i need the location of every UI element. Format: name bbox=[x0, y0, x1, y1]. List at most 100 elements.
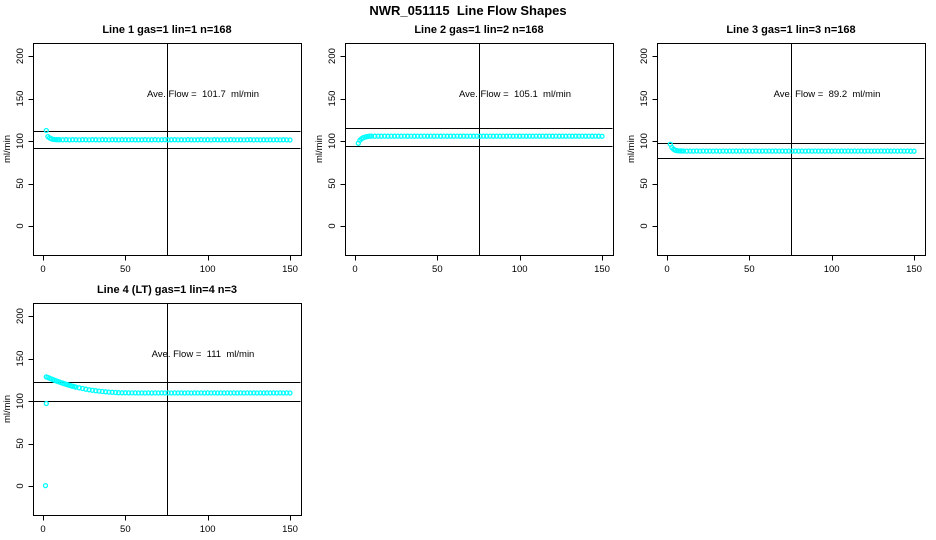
data-point bbox=[270, 137, 277, 143]
data-point bbox=[109, 389, 115, 395]
data-point bbox=[254, 390, 260, 396]
x-tick-label: 150 bbox=[594, 264, 610, 275]
data-point bbox=[773, 148, 779, 154]
y-tick-label: 100 bbox=[327, 133, 338, 149]
data-point bbox=[251, 137, 257, 143]
data-point bbox=[573, 133, 579, 139]
data-point bbox=[135, 137, 142, 143]
data-point bbox=[168, 137, 175, 143]
data-point bbox=[517, 133, 523, 139]
data-point bbox=[582, 133, 589, 139]
plot-area: 0 50 100 150 0 50 100 150 200 ml/min bbox=[626, 43, 926, 275]
y-tick-label: 100 bbox=[639, 133, 650, 149]
data-point bbox=[208, 390, 214, 396]
data-point bbox=[195, 137, 201, 143]
data-point bbox=[838, 148, 845, 154]
data-point bbox=[861, 148, 868, 154]
data-point bbox=[178, 137, 184, 143]
data-point bbox=[858, 148, 864, 154]
data-point bbox=[56, 137, 63, 143]
data-point bbox=[713, 148, 720, 154]
data-point bbox=[434, 133, 440, 139]
data-point bbox=[375, 133, 381, 139]
data-point bbox=[513, 133, 520, 139]
y-tick-label: 50 bbox=[15, 178, 26, 189]
data-point bbox=[782, 148, 789, 154]
data-point bbox=[381, 133, 388, 139]
data-point bbox=[149, 137, 155, 143]
data-point bbox=[211, 390, 217, 396]
data-point bbox=[437, 133, 444, 139]
data-point bbox=[125, 137, 132, 143]
data-point bbox=[693, 148, 700, 154]
data-point bbox=[749, 148, 756, 154]
data-point bbox=[576, 133, 582, 139]
data-point bbox=[63, 137, 69, 143]
data-point bbox=[829, 148, 835, 154]
data-point bbox=[599, 133, 605, 139]
data-point bbox=[270, 390, 277, 396]
data-point bbox=[566, 133, 572, 139]
data-point bbox=[257, 137, 264, 143]
data-point bbox=[205, 390, 211, 396]
y-axis-label: ml/min bbox=[2, 135, 13, 163]
data-point bbox=[549, 133, 556, 139]
data-point bbox=[894, 148, 901, 154]
data-point bbox=[86, 137, 92, 143]
data-point bbox=[687, 148, 693, 154]
data-point bbox=[592, 133, 599, 139]
data-point bbox=[274, 390, 280, 396]
data-point bbox=[697, 148, 703, 154]
data-point bbox=[842, 148, 848, 154]
data-point bbox=[185, 137, 191, 143]
data-point bbox=[119, 137, 125, 143]
x-tick-label: 150 bbox=[282, 264, 298, 275]
data-point bbox=[378, 133, 384, 139]
data-point bbox=[191, 390, 198, 396]
data-point bbox=[145, 390, 152, 396]
data-point bbox=[769, 148, 776, 154]
data-point bbox=[901, 148, 907, 154]
data-point bbox=[158, 137, 165, 143]
data-point bbox=[162, 390, 168, 396]
x-tick-label: 50 bbox=[744, 264, 755, 275]
data-point bbox=[287, 390, 293, 396]
data-point bbox=[799, 148, 805, 154]
data-point bbox=[175, 137, 181, 143]
data-point bbox=[89, 387, 96, 393]
data-point bbox=[891, 148, 897, 154]
data-point bbox=[168, 390, 175, 396]
y-tick-label: 200 bbox=[639, 48, 650, 64]
data-point bbox=[908, 148, 914, 154]
data-point bbox=[172, 390, 178, 396]
data-point bbox=[865, 148, 871, 154]
y-tick-label: 0 bbox=[639, 223, 650, 228]
data-point bbox=[152, 137, 158, 143]
data-point bbox=[244, 137, 250, 143]
data-point bbox=[408, 133, 414, 139]
y-axis-label: ml/min bbox=[314, 135, 325, 163]
y-tick-label: 150 bbox=[15, 351, 26, 367]
data-point bbox=[510, 133, 516, 139]
ave-flow-annotation: Ave. Flow = 89.2 ml/min bbox=[773, 89, 881, 100]
data-point bbox=[421, 133, 427, 139]
data-point bbox=[490, 133, 496, 139]
y-tick-label: 150 bbox=[327, 91, 338, 107]
data-point bbox=[763, 148, 769, 154]
data-point bbox=[93, 137, 99, 143]
data-point bbox=[809, 148, 815, 154]
data-point bbox=[244, 390, 250, 396]
figure-title: NWR_051115 Line Flow Shapes bbox=[369, 3, 567, 18]
y-tick-label: 50 bbox=[327, 178, 338, 189]
data-point bbox=[122, 390, 128, 396]
data-point bbox=[395, 133, 401, 139]
data-point bbox=[885, 148, 891, 154]
panel-line-2: Line 2 gas=1 lin=2 n=168 Ave. Flow = 105… bbox=[312, 20, 624, 280]
data-point bbox=[99, 137, 105, 143]
data-point bbox=[261, 137, 267, 143]
data-point bbox=[221, 137, 227, 143]
data-point bbox=[178, 390, 184, 396]
data-point bbox=[201, 137, 208, 143]
ave-flow-annotation: Ave. Flow = 105.1 ml/min bbox=[458, 89, 572, 100]
